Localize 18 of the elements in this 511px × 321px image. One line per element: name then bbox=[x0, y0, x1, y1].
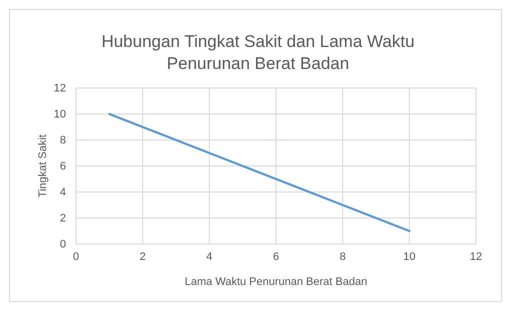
y-tick-label: 12 bbox=[54, 82, 66, 95]
y-tick-label: 10 bbox=[54, 108, 66, 121]
y-tick-label: 4 bbox=[60, 186, 66, 199]
x-tick-label: 2 bbox=[140, 250, 146, 263]
y-tick-label: 8 bbox=[60, 134, 66, 147]
y-tick-label: 2 bbox=[60, 212, 66, 225]
x-tick-label: 8 bbox=[340, 250, 346, 263]
x-tick-label: 10 bbox=[403, 250, 416, 263]
x-tick-label: 12 bbox=[470, 250, 482, 263]
x-tick-label: 4 bbox=[206, 250, 212, 263]
x-tick-label: 0 bbox=[72, 250, 80, 263]
chart-title: Hubungan Tingkat Sakit dan Lama Waktu Penurunan Berat Badan bbox=[101, 32, 415, 73]
y-tick-label: 0 bbox=[60, 238, 66, 251]
y-axis-title: Tingkat Sakit bbox=[37, 134, 49, 198]
line-series bbox=[108, 112, 410, 232]
x-tick-label: 6 bbox=[272, 250, 280, 263]
y-tick-label: 6 bbox=[60, 160, 66, 173]
x-axis-title: Lama Waktu Penurunan Berat Badan bbox=[184, 276, 368, 288]
